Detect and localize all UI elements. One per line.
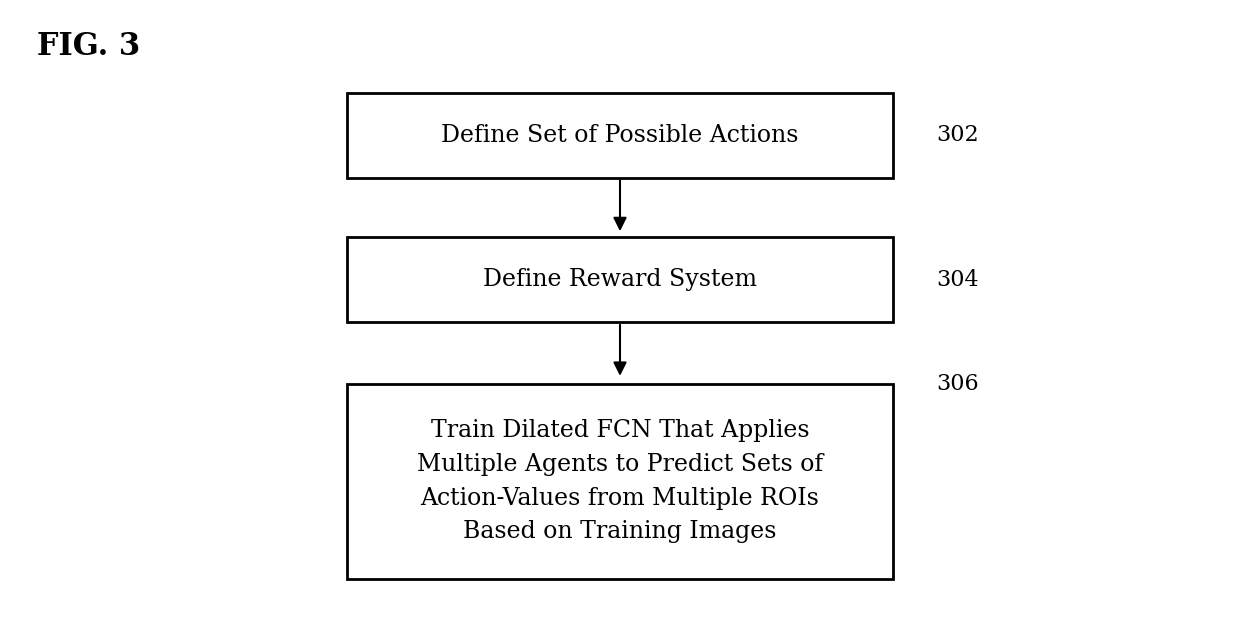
Bar <box>347 92 893 177</box>
Text: Train Dilated FCN That Applies
Multiple Agents to Predict Sets of
Action-Values : Train Dilated FCN That Applies Multiple … <box>417 419 823 543</box>
Text: 302: 302 <box>936 125 978 146</box>
Text: Define Set of Possible Actions: Define Set of Possible Actions <box>441 124 799 147</box>
Bar <box>347 237 893 322</box>
Text: 306: 306 <box>936 373 978 394</box>
Text: 304: 304 <box>936 269 978 291</box>
Text: Define Reward System: Define Reward System <box>484 269 756 291</box>
Bar <box>347 384 893 579</box>
Text: FIG. 3: FIG. 3 <box>37 31 140 62</box>
